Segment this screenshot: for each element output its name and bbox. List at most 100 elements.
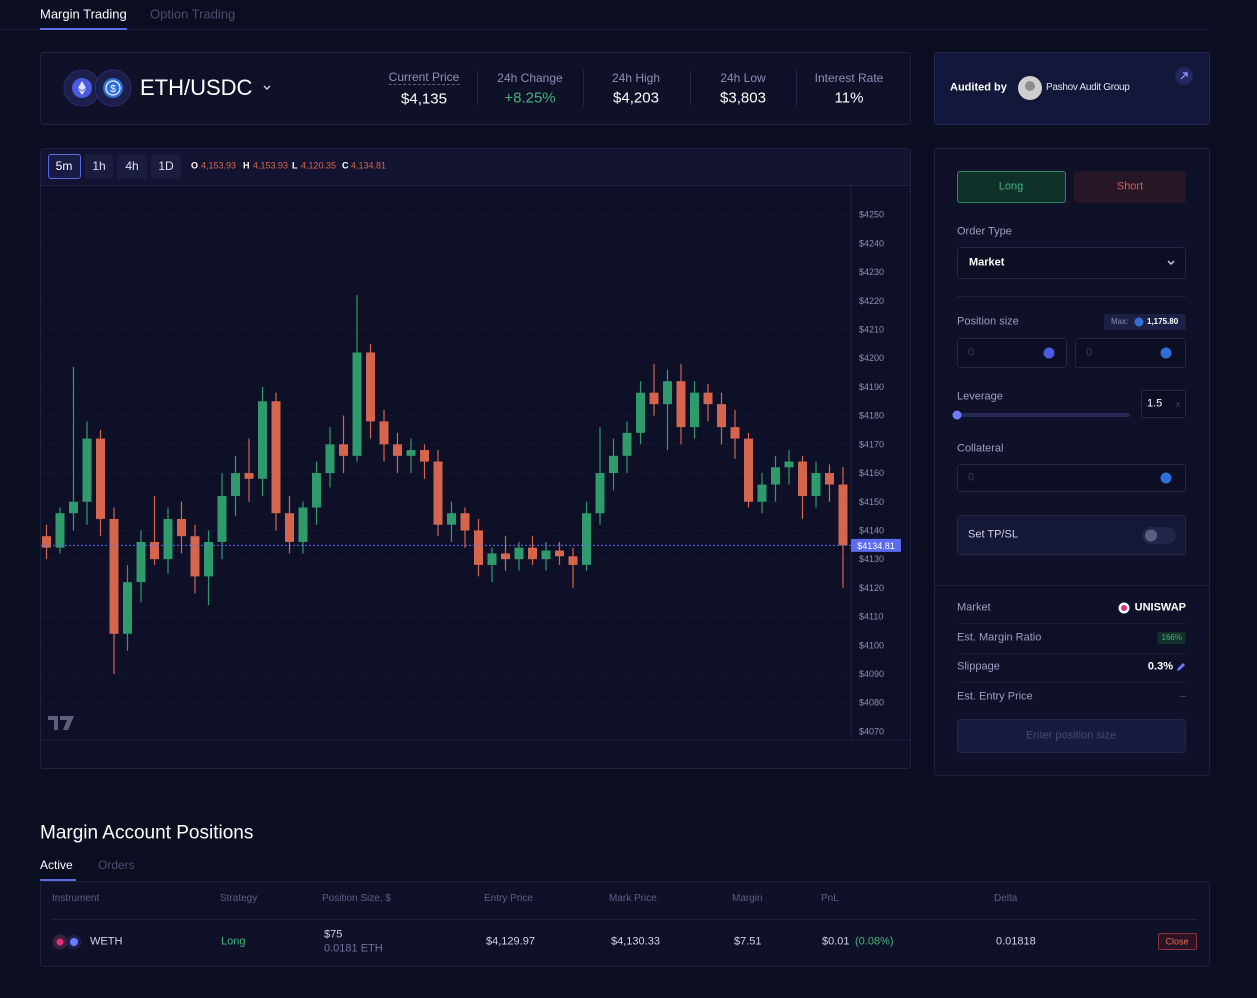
leverage-knob[interactable] [952, 410, 962, 420]
ohlc-key: L [292, 160, 298, 171]
submit-label: Enter position size [1026, 729, 1116, 742]
candle-body [285, 513, 294, 542]
candle-body [528, 547, 537, 560]
field-label: Order Type [957, 225, 1012, 238]
input-placeholder: 0 [968, 471, 975, 484]
timeframe-button[interactable] [151, 154, 181, 179]
max-label: Max: [1111, 317, 1129, 326]
ohlc-key: C [342, 160, 349, 171]
leverage-unit: x [1176, 400, 1180, 409]
timeframe-label: 1h [92, 159, 106, 173]
candle-body [474, 530, 483, 565]
stat-label: Current Price [388, 70, 460, 85]
tab[interactable]: Orders [98, 858, 135, 872]
candle-body [231, 473, 240, 497]
leverage-input[interactable] [1141, 390, 1186, 418]
candle-body [690, 392, 699, 428]
edit-icon[interactable] [1176, 662, 1186, 672]
candle-body [163, 518, 173, 560]
divider [957, 623, 1186, 624]
stat-label: 24h High [611, 71, 661, 85]
tab[interactable]: Margin Trading [40, 6, 127, 22]
candle-body [730, 427, 740, 439]
y-tick-label: $4230 [859, 267, 884, 277]
y-tick-label: $4190 [859, 382, 884, 392]
tpsl-toggle[interactable] [1142, 527, 1176, 544]
long-button[interactable] [957, 171, 1066, 203]
tab[interactable]: Option Trading [150, 6, 236, 22]
pair-chevron[interactable] [262, 84, 272, 92]
y-tick-label: $4240 [859, 238, 884, 248]
stat-value: 11% [834, 89, 864, 107]
order-type-select[interactable] [957, 247, 1186, 279]
submit-button[interactable] [957, 719, 1186, 753]
svg-text:$: $ [110, 84, 116, 95]
usdc-icon [1160, 347, 1172, 359]
candle-body [82, 438, 92, 502]
candle-body [433, 461, 443, 525]
candle-body [55, 513, 65, 548]
close-label: Close [1165, 936, 1189, 947]
tab[interactable]: Active [40, 858, 73, 872]
y-tick-label: $4120 [859, 583, 884, 593]
input-placeholder: 0 [968, 346, 975, 359]
y-tick-label: $4080 [859, 698, 884, 708]
candle-body [298, 507, 308, 542]
chart-panel [40, 148, 911, 769]
detail-value: – [1179, 690, 1186, 703]
chart-toolbar [41, 149, 910, 186]
x-tick-label: 05:00 [76, 745, 99, 755]
short-button[interactable] [1074, 171, 1186, 203]
y-tick-label: $4160 [859, 468, 884, 478]
y-tick-label: $4140 [859, 525, 884, 535]
leverage-value: 1.5 [1147, 397, 1163, 410]
column-header: Entry Price [484, 893, 533, 904]
close-button[interactable] [1158, 933, 1197, 950]
timeframe-button[interactable] [85, 154, 113, 179]
column-header: Delta [994, 893, 1018, 904]
collateral-input[interactable] [957, 464, 1186, 492]
candle-body [717, 404, 726, 428]
cell: $4,130.33 [611, 935, 660, 948]
candle-body [96, 438, 105, 519]
column-header: PnL [821, 893, 839, 904]
select-value: Market [969, 256, 1005, 269]
pair-name[interactable]: ETH/USDC [140, 75, 253, 100]
auditor-name: Pashov Audit Group [1046, 82, 1130, 93]
candle-body [150, 541, 159, 560]
divider [957, 653, 1186, 654]
candle-body [69, 501, 78, 514]
candle-body [703, 392, 713, 405]
field-label: Leverage [957, 390, 1003, 403]
detail-value: UNISWAP [1134, 601, 1186, 614]
cell: $4,129.97 [486, 935, 535, 948]
candle-body [352, 352, 362, 456]
ohlc-value: 4,134.81 [351, 160, 387, 171]
external-link[interactable] [1174, 66, 1194, 86]
candles [42, 295, 848, 674]
candle-body [109, 518, 119, 634]
candle-body [136, 541, 146, 583]
leverage-track[interactable] [957, 413, 1130, 417]
timeframe-button[interactable] [117, 154, 147, 179]
ohlc-key: H [243, 160, 250, 171]
input-placeholder: 0 [1086, 346, 1093, 359]
candle-body [838, 484, 848, 546]
candle-body [798, 461, 807, 497]
max-badge[interactable] [1104, 314, 1186, 330]
cell: 0.0181 ETH [324, 942, 383, 955]
current-price-tag [851, 538, 901, 552]
divider [52, 919, 1197, 920]
divider [957, 682, 1186, 683]
candle-body [487, 553, 497, 565]
candle-body [123, 582, 132, 634]
candle-body [325, 444, 335, 474]
timeframe-button[interactable] [48, 154, 81, 179]
candle-body [595, 473, 605, 514]
separator [477, 70, 478, 106]
stat-value: +8.25% [504, 89, 556, 107]
divider [957, 296, 1186, 297]
stat-value: $4,135 [401, 90, 447, 108]
field-label: Collateral [957, 442, 1004, 455]
candle-body [204, 541, 213, 577]
